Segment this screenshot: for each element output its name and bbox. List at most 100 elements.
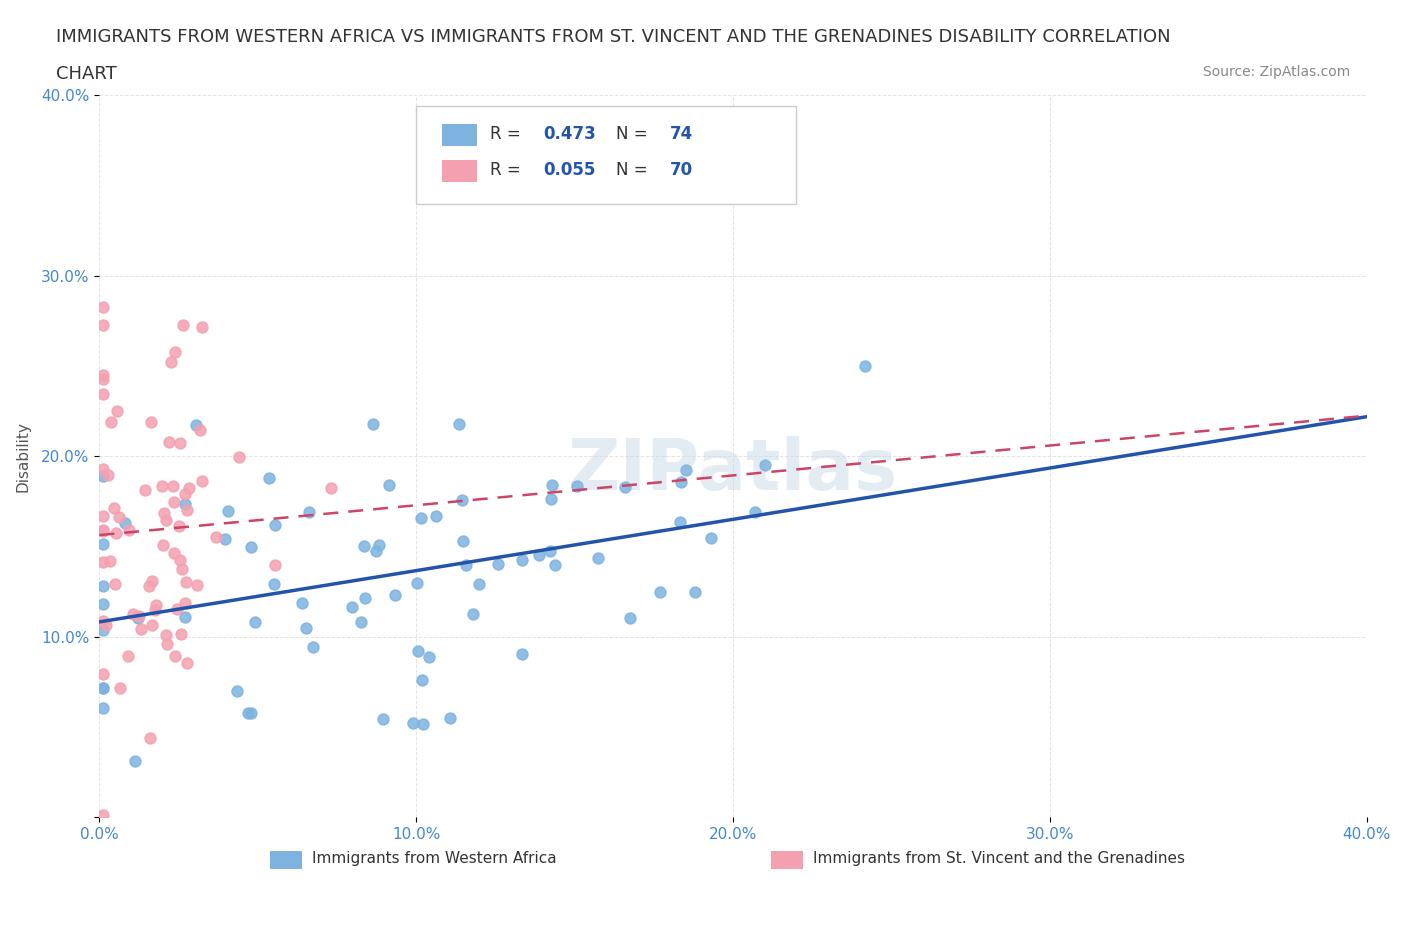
- Point: [544, 558, 567, 573]
- Point: [451, 534, 474, 549]
- Point: [321, 481, 343, 496]
- Point: [541, 478, 564, 493]
- Point: [184, 418, 207, 432]
- Point: [91, 578, 114, 593]
- Point: [103, 577, 125, 591]
- Point: [463, 606, 485, 621]
- Text: 0.055: 0.055: [543, 161, 595, 179]
- Y-axis label: Disability: Disability: [15, 420, 30, 492]
- FancyBboxPatch shape: [416, 106, 796, 204]
- Point: [188, 423, 211, 438]
- Point: [675, 463, 697, 478]
- Point: [139, 415, 162, 430]
- Point: [91, 386, 114, 401]
- Point: [108, 510, 131, 525]
- Point: [214, 532, 236, 547]
- Point: [529, 548, 551, 563]
- Point: [91, 317, 114, 332]
- Point: [340, 600, 363, 615]
- Point: [118, 523, 141, 538]
- Point: [174, 596, 197, 611]
- Point: [91, 469, 114, 484]
- Point: [167, 519, 190, 534]
- Text: R =: R =: [489, 125, 526, 142]
- Point: [141, 574, 163, 589]
- Point: [155, 512, 177, 527]
- Text: N =: N =: [616, 161, 654, 179]
- Point: [411, 511, 433, 525]
- Point: [176, 656, 198, 671]
- Point: [367, 538, 389, 552]
- Point: [354, 591, 377, 605]
- Point: [648, 584, 671, 599]
- Text: 74: 74: [669, 125, 693, 142]
- Point: [105, 525, 128, 540]
- Point: [264, 557, 287, 572]
- Point: [91, 537, 114, 551]
- Point: [540, 492, 562, 507]
- Point: [614, 480, 637, 495]
- Point: [91, 597, 114, 612]
- Point: [264, 518, 287, 533]
- Text: 0.473: 0.473: [543, 125, 596, 142]
- Point: [450, 493, 472, 508]
- Point: [152, 538, 174, 552]
- Point: [384, 588, 406, 603]
- Text: IMMIGRANTS FROM WESTERN AFRICA VS IMMIGRANTS FROM ST. VINCENT AND THE GRENADINES: IMMIGRANTS FROM WESTERN AFRICA VS IMMIGR…: [56, 28, 1171, 46]
- Point: [91, 508, 114, 523]
- Point: [669, 514, 692, 529]
- Point: [173, 610, 195, 625]
- Point: [91, 554, 114, 569]
- Point: [486, 557, 509, 572]
- Point: [238, 706, 260, 721]
- Point: [163, 545, 186, 560]
- Point: [157, 434, 180, 449]
- Point: [239, 706, 262, 721]
- Point: [166, 601, 188, 616]
- Point: [683, 584, 706, 599]
- Point: [91, 807, 114, 822]
- Point: [143, 603, 166, 618]
- Point: [100, 554, 122, 569]
- Point: [186, 578, 208, 592]
- Point: [91, 461, 114, 476]
- Point: [179, 480, 201, 495]
- Point: [145, 597, 167, 612]
- Point: [162, 479, 184, 494]
- Text: Source: ZipAtlas.com: Source: ZipAtlas.com: [1202, 65, 1350, 79]
- Point: [302, 640, 325, 655]
- Point: [141, 618, 163, 632]
- Point: [512, 646, 534, 661]
- Point: [131, 622, 153, 637]
- Point: [91, 613, 114, 628]
- Point: [169, 552, 191, 567]
- Point: [456, 557, 478, 572]
- Point: [291, 596, 314, 611]
- FancyBboxPatch shape: [441, 160, 477, 182]
- Point: [700, 530, 723, 545]
- Point: [172, 317, 194, 332]
- Point: [124, 754, 146, 769]
- Point: [163, 495, 186, 510]
- Point: [173, 486, 195, 501]
- Point: [447, 417, 470, 432]
- Point: [114, 515, 136, 530]
- Point: [378, 477, 401, 492]
- Point: [191, 473, 214, 488]
- Point: [298, 505, 321, 520]
- Point: [170, 627, 193, 642]
- Point: [565, 479, 588, 494]
- Point: [418, 649, 440, 664]
- Point: [94, 618, 117, 632]
- FancyBboxPatch shape: [770, 851, 803, 869]
- Point: [402, 715, 425, 730]
- Point: [105, 404, 128, 418]
- Point: [169, 435, 191, 450]
- Point: [510, 552, 533, 567]
- Point: [263, 577, 285, 591]
- Point: [225, 684, 247, 698]
- Point: [217, 504, 239, 519]
- Point: [91, 524, 114, 538]
- Point: [439, 711, 461, 725]
- Point: [176, 503, 198, 518]
